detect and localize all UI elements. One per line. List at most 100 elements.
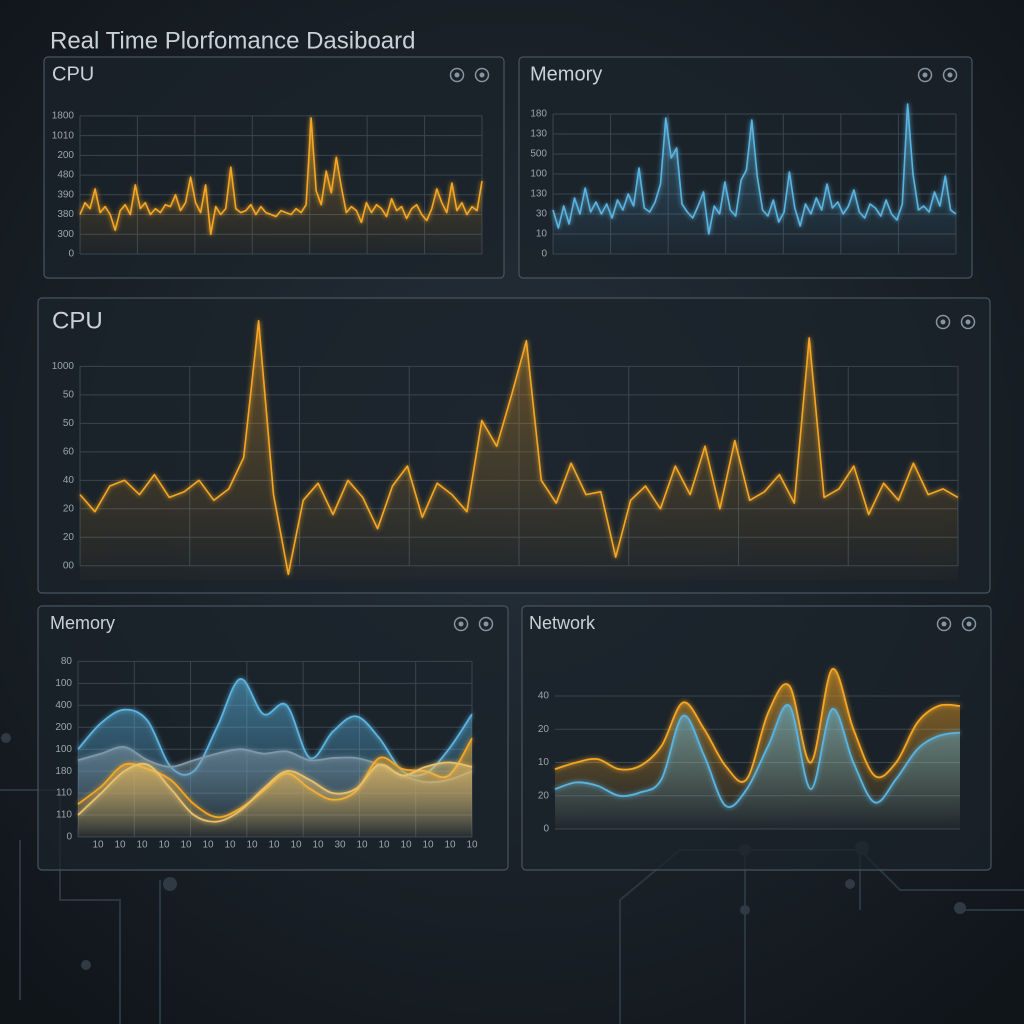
panel-title: CPU: [52, 307, 103, 334]
x-tick-label: 10: [136, 840, 148, 851]
area: [555, 704, 960, 829]
y-tick-label: 50: [63, 418, 75, 429]
x-tick-label: 10: [158, 840, 170, 851]
panel-icon[interactable]: [935, 314, 951, 330]
area: [78, 762, 472, 837]
panel: CPU 0 300 380 390 480 200 1010 1800: [43, 56, 505, 279]
x-tick-label: 10: [400, 840, 412, 851]
x-tick-label: 10: [290, 840, 302, 851]
panel: Memory 0 10 30 130 100 500 130 180: [518, 56, 973, 279]
x-tick-label: 10: [268, 840, 280, 851]
x-tick-label: 10: [224, 840, 236, 851]
panel-title: Memory: [50, 613, 115, 633]
node: [740, 905, 750, 915]
panel-icon[interactable]: [960, 314, 976, 330]
y-tick-label: 1800: [52, 111, 75, 122]
y-tick-label: 110: [56, 788, 72, 799]
line: [554, 668, 961, 783]
y-tick-label: 500: [530, 149, 547, 160]
y-tick-label: 00: [63, 560, 75, 571]
line: [554, 704, 961, 808]
area: [80, 320, 958, 580]
x-tick-label: 10: [378, 840, 390, 851]
y-tick-label: 40: [538, 691, 550, 702]
line: [79, 320, 959, 576]
panel-icon[interactable]: [478, 616, 494, 632]
y-tick-label: 0: [68, 249, 74, 260]
y-tick-label: 380: [57, 209, 74, 220]
line: [77, 761, 473, 823]
y-tick-label: 0: [543, 824, 549, 835]
panel-icon[interactable]: [961, 616, 977, 632]
y-tick-label: 10: [538, 757, 550, 768]
panel-icon-dot: [454, 72, 460, 78]
y-tick-label: 180: [530, 109, 547, 120]
x-tick-label: 10: [246, 840, 258, 851]
panel-title: CPU: [52, 63, 94, 85]
x-tick-label: 10: [312, 840, 324, 851]
y-tick-label: 0: [66, 832, 72, 843]
y-tick-label: 20: [63, 532, 75, 543]
y-tick-label: 20: [538, 724, 550, 735]
x-tick-label: 10: [202, 840, 214, 851]
panel-icon[interactable]: [936, 616, 952, 632]
y-tick-label: 400: [55, 700, 72, 711]
panels: CPU030038039048020010101800Memory0103013…: [37, 56, 992, 871]
panel-icon-dot: [483, 621, 489, 627]
panel-title: Memory: [530, 63, 602, 85]
panel-icon-dot: [458, 621, 464, 627]
node: [163, 877, 177, 891]
area: [553, 104, 956, 254]
line: [79, 117, 483, 236]
y-tick-label: 100: [55, 744, 72, 755]
area: [80, 117, 482, 255]
x-tick-label: 10: [356, 840, 368, 851]
node: [81, 960, 91, 970]
y-tick-label: 0: [541, 249, 547, 260]
y-tick-label: 10: [536, 229, 548, 240]
panel-icon-dot: [965, 319, 971, 325]
node: [1, 733, 11, 743]
x-tick-label: 10: [466, 840, 478, 851]
y-tick-label: 60: [63, 446, 75, 457]
dashboard-title: Real Time Plorfomance Dasiboard: [50, 27, 416, 54]
panel: Memory 0 110 110 180 100 200 400 100 80 10 10 10 10 10…: [37, 605, 509, 871]
x-tick-label: 10: [180, 840, 192, 851]
y-tick-label: 1010: [52, 130, 75, 141]
panel-icon[interactable]: [474, 67, 490, 83]
y-tick-label: 480: [57, 170, 74, 181]
y-tick-label: 390: [57, 189, 74, 200]
node: [954, 902, 966, 914]
node: [845, 879, 855, 889]
panel-icon-dot: [966, 621, 972, 627]
y-tick-label: 50: [63, 390, 75, 401]
y-tick-label: 200: [55, 722, 72, 733]
panel: Network 0 20 10 20 40: [521, 605, 992, 871]
panel-icon[interactable]: [449, 67, 465, 83]
panel-icon-dot: [940, 319, 946, 325]
x-tick-label: 30: [334, 840, 346, 851]
panel-icon[interactable]: [453, 616, 469, 632]
y-tick-label: 110: [56, 810, 72, 821]
y-tick-label: 80: [61, 656, 73, 667]
y-tick-label: 130: [530, 129, 547, 140]
panel-icon-dot: [922, 72, 928, 78]
y-tick-label: 20: [538, 790, 550, 801]
y-tick-label: 100: [55, 678, 72, 689]
y-tick-label: 20: [63, 503, 75, 514]
x-tick-label: 10: [422, 840, 434, 851]
panel-icon-dot: [479, 72, 485, 78]
panel-icon[interactable]: [917, 67, 933, 83]
panel-title: Network: [529, 613, 596, 633]
y-tick-label: 100: [530, 169, 547, 180]
panel-icon-dot: [941, 621, 947, 627]
y-tick-label: 1000: [52, 361, 75, 372]
y-tick-label: 30: [536, 209, 548, 220]
panel-icon[interactable]: [942, 67, 958, 83]
panel-icon-dot: [947, 72, 953, 78]
y-tick-label: 130: [530, 189, 547, 200]
y-tick-label: 300: [57, 229, 74, 240]
y-tick-label: 200: [57, 150, 74, 161]
y-tick-label: 180: [55, 766, 72, 777]
